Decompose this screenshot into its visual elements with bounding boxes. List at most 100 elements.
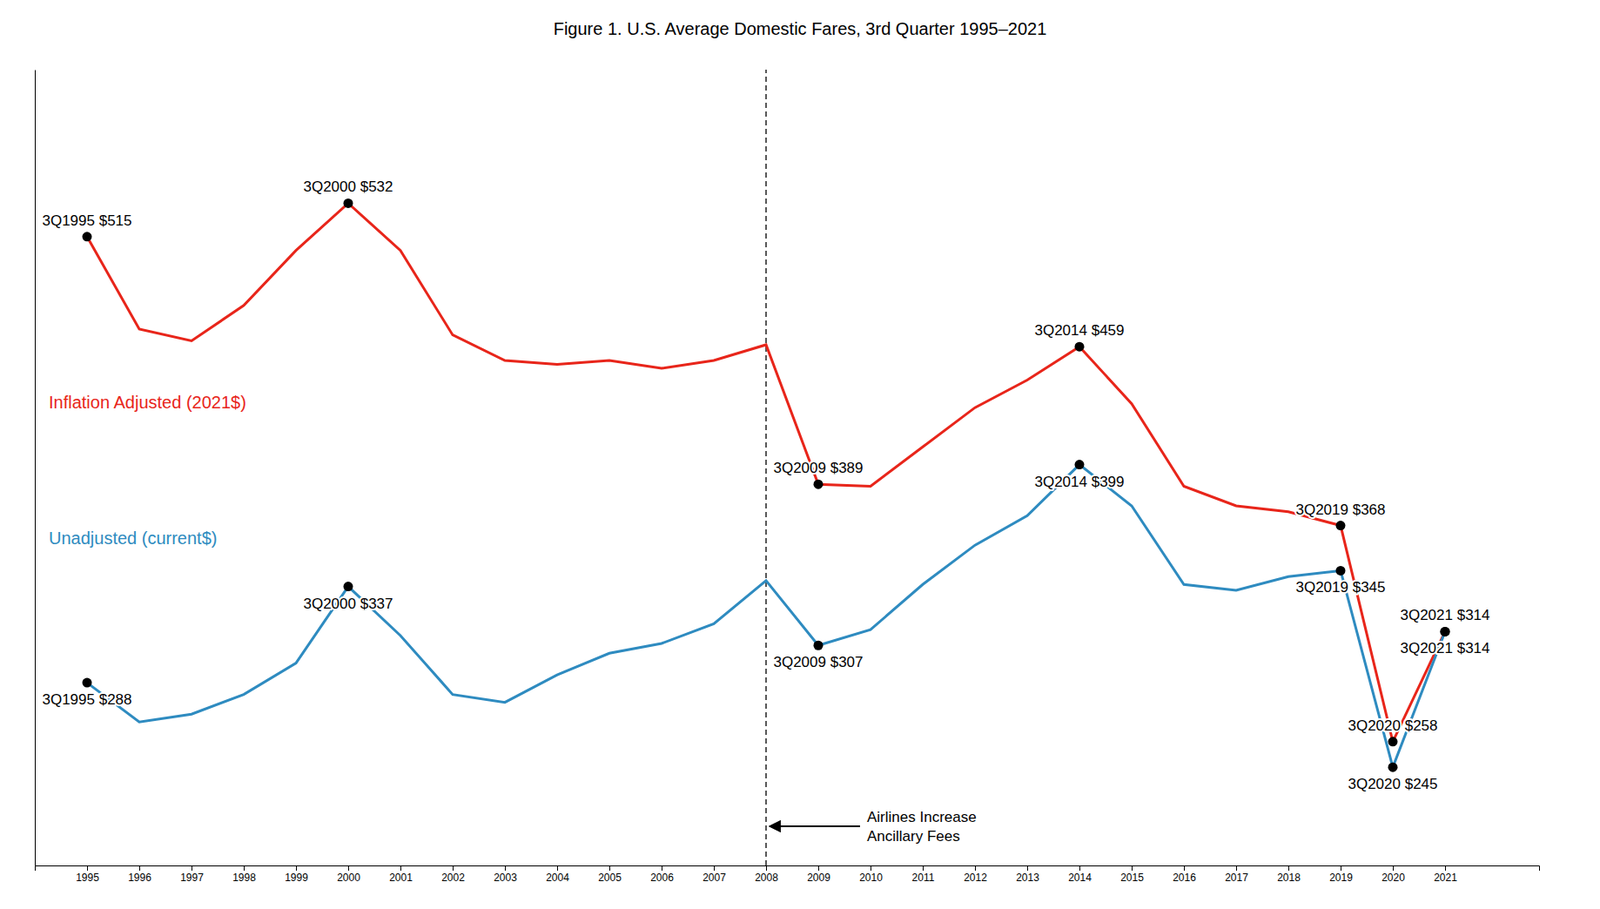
x-tick: 2021 (1433, 865, 1458, 884)
x-tick: 2017 (1224, 865, 1249, 884)
point-marker (82, 678, 93, 688)
x-tick-mark (870, 865, 872, 871)
x-tick-label: 2005 (598, 871, 622, 884)
x-tick-mark (766, 865, 767, 871)
plot-area (82, 69, 1451, 866)
point-marker (1388, 736, 1399, 747)
x-tick-mark (1288, 865, 1290, 871)
x-tick-mark (1340, 865, 1342, 871)
x-tick: 1996 (127, 865, 152, 884)
x-tick-mark (191, 865, 193, 871)
data-label: 3Q2020 $258 (1347, 717, 1438, 734)
annotation-text: Ancillary Fees (867, 827, 961, 845)
y-axis-line (34, 70, 36, 867)
point-marker (813, 640, 824, 651)
x-tick-mark (922, 865, 924, 871)
x-tick: 1998 (232, 865, 256, 884)
x-tick-label: 2008 (754, 871, 779, 884)
chart: Figure 1. U.S. Average Domestic Fares, 3… (0, 0, 1600, 909)
series-label: Inflation Adjusted (2021$) (48, 392, 247, 412)
x-tick-label: 2006 (650, 871, 674, 884)
x-axis: 1995 1996 1997 1998 1999 2000 2001 2002 2003 2004… (35, 865, 1540, 884)
x-tick-label: 2001 (389, 871, 413, 884)
data-label: 3Q2021 $314 (1399, 639, 1490, 657)
point-marker (343, 581, 354, 592)
x-tick: 2011 (912, 865, 935, 884)
x-tick: 1999 (284, 865, 309, 884)
x-tick-label: 2021 (1433, 871, 1458, 884)
x-tick-label: 2013 (1015, 871, 1040, 884)
x-tick: 2012 (963, 865, 988, 884)
point-marker (1388, 762, 1399, 773)
x-tick: 2009 (806, 865, 831, 884)
x-tick-label: 2003 (493, 871, 518, 884)
x-tick-label: 2019 (1329, 871, 1353, 884)
x-tick: 2005 (598, 865, 622, 884)
series-line (87, 464, 1446, 768)
series-line (87, 202, 1446, 741)
data-label: 3Q2014 $399 (1034, 473, 1124, 491)
x-tick-mark (1183, 865, 1185, 871)
title: Figure 1. U.S. Average Domestic Fares, 3… (553, 19, 1048, 39)
x-tick: 2007 (702, 865, 727, 884)
x-tick-label: 1995 (75, 871, 100, 884)
data-label: 3Q2009 $389 (773, 459, 863, 477)
x-tick: 2015 (1120, 865, 1144, 884)
x-tick-label: 1998 (232, 871, 256, 884)
x-tick: 2000 (336, 865, 361, 884)
x-tick-label: 2011 (912, 871, 935, 884)
x-tick: 1997 (180, 865, 204, 884)
x-tick-label: 1996 (127, 871, 152, 884)
x-tick-label: 2018 (1277, 871, 1301, 884)
x-tick-mark (87, 865, 88, 871)
data-label: 3Q2020 $245 (1347, 775, 1438, 793)
x-tick-label: 2014 (1068, 871, 1092, 884)
x-tick: 2016 (1172, 865, 1197, 884)
x-tick-mark (139, 865, 141, 871)
x-tick-label: 2017 (1224, 871, 1249, 884)
x-tick: 2013 (1015, 865, 1040, 884)
x-tick-mark (1079, 865, 1081, 871)
x-tick-mark (557, 865, 558, 871)
point-marker (813, 479, 824, 490)
x-tick: 2006 (650, 865, 674, 884)
point-marker (343, 198, 354, 209)
x-tick-label: 1997 (180, 871, 204, 884)
x-tick-mark (818, 865, 820, 871)
x-tick-label: 2000 (336, 871, 361, 884)
data-label: 3Q2019 $368 (1295, 501, 1385, 518)
x-tick: 1995 (75, 865, 100, 884)
x-tick-mark (348, 865, 350, 871)
x-tick-mark (1131, 865, 1133, 871)
x-tick-label: 1999 (284, 871, 309, 884)
x-tick: 2018 (1277, 865, 1301, 884)
x-tick-mark (1236, 865, 1237, 871)
point-marker (1075, 459, 1085, 470)
data-label: 3Q1995 $515 (41, 212, 132, 229)
x-tick-mark (452, 865, 454, 871)
x-tick-mark (295, 865, 297, 871)
x-tick-label: 2020 (1381, 871, 1406, 884)
x-tick: 2004 (545, 865, 570, 884)
data-label: 3Q2009 $307 (773, 653, 863, 671)
x-tick-label: 2002 (441, 871, 465, 884)
data-label: 3Q2019 $345 (1295, 578, 1385, 596)
annotation-text: Airlines Increase (867, 808, 977, 826)
annotation-arrow (769, 825, 861, 827)
x-tick-mark (400, 865, 402, 871)
x-tick-mark (1027, 865, 1029, 871)
x-tick-label: 2007 (702, 871, 727, 884)
data-label: 3Q2000 $532 (302, 178, 393, 195)
x-tick-mark (609, 865, 611, 871)
x-tick: 2014 (1068, 865, 1092, 884)
x-tick: 2010 (859, 865, 883, 884)
x-tick: 2008 (754, 865, 779, 884)
x-axis-line (35, 866, 1540, 872)
x-tick: 2001 (389, 865, 413, 884)
x-tick-mark (661, 865, 663, 871)
x-tick-mark (1392, 865, 1394, 871)
x-tick: 2020 (1381, 865, 1406, 884)
x-tick: 2003 (493, 865, 518, 884)
x-tick-mark (504, 865, 506, 871)
x-tick-mark (974, 865, 976, 871)
